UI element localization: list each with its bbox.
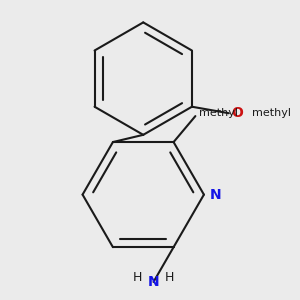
- Text: methyl: methyl: [252, 108, 291, 118]
- Text: methyl: methyl: [199, 108, 238, 118]
- Text: O: O: [232, 106, 243, 120]
- Text: H: H: [165, 271, 174, 284]
- Text: H: H: [133, 271, 142, 284]
- Text: N: N: [210, 188, 221, 202]
- Text: N: N: [148, 275, 159, 289]
